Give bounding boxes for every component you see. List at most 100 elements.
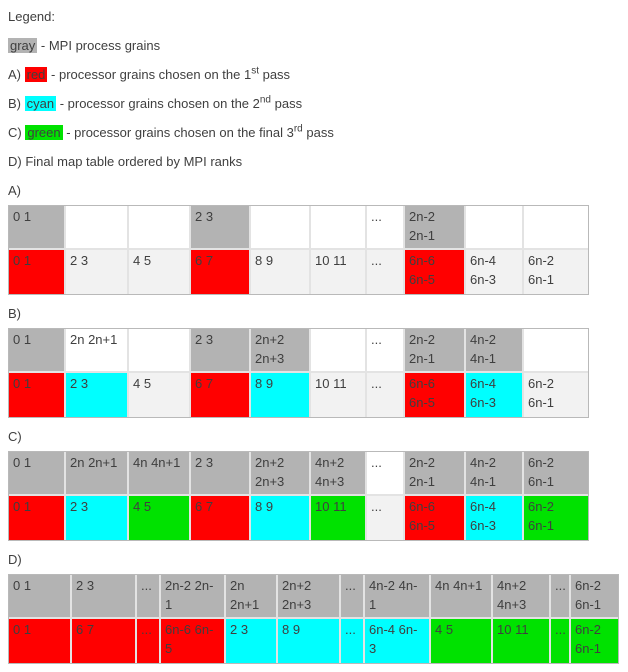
processor-grain-cell: 10 11	[493, 619, 551, 663]
legend-item-green: C) green - processor grains chosen on th…	[8, 124, 620, 141]
green-swatch: green	[25, 125, 63, 140]
legend-text: Final map table ordered by MPI ranks	[25, 154, 243, 169]
table-label-b: B)	[8, 306, 21, 321]
map-table-c: 0 1 2n 2n+1 4n 4n+1 2 3 2n+2 2n+3 4n+2 4n+3..…	[8, 451, 589, 541]
processor-grain-cell: 4 5	[129, 496, 191, 540]
table-label-d: D)	[8, 552, 22, 567]
mpi-process-grain-cell: ...	[367, 329, 405, 373]
mpi-process-grain-cell: 4n 4n+1	[431, 575, 493, 619]
mpi-process-grain-cell: 0 1	[9, 575, 72, 619]
processor-grain-cell: 2 3	[66, 250, 129, 294]
mpi-process-grain-cell: ...	[367, 452, 405, 496]
mpi-process-grain-cell	[466, 206, 524, 250]
red-swatch: red	[24, 67, 48, 82]
mpi-process-grain-cell: 4n+2 4n+3	[311, 452, 367, 496]
mpi-process-grain-cell	[311, 329, 367, 373]
ordinal-suffix: rd	[293, 123, 303, 135]
mpi-process-grain-row: 0 1 2 3... 2n-2 2n-1	[9, 206, 588, 250]
processor-grain-cell: 0 1	[9, 619, 72, 663]
mpi-process-grain-cell	[129, 206, 191, 250]
mpi-process-grain-cell: 2n 2n+1	[226, 575, 278, 619]
legend-title: Legend:	[8, 9, 55, 24]
processor-grain-cell: 6n-6 6n- 5	[161, 619, 226, 663]
mpi-process-grain-cell	[129, 329, 191, 373]
mpi-process-grain-row: 0 1 2n 2n+1 4n 4n+1 2 3 2n+2 2n+3 4n+2 4n+3..…	[9, 452, 588, 496]
legend-tail: pass	[258, 67, 291, 82]
legend-text: - processor grains chosen on the 1	[47, 67, 252, 82]
mpi-process-grain-cell: 2n 2n+1	[66, 452, 129, 496]
processor-grain-cell: 8 9	[251, 496, 311, 540]
mpi-process-grain-cell: 0 1	[9, 329, 66, 373]
processor-grain-cell: 0 1	[9, 373, 66, 417]
processor-grain-cell: 6n-4 6n-3	[466, 250, 524, 294]
mpi-process-grain-cell	[311, 206, 367, 250]
processor-grain-cell: 6n-2 6n-1	[571, 619, 618, 663]
map-table-b: 0 1 2n 2n+1 2 3 2n+2 2n+3... 2n-2 2n-1 4n-2 4…	[8, 328, 589, 418]
processor-grain-cell: 6 7	[191, 373, 251, 417]
mpi-process-grain-cell: 4n-2 4n-1	[466, 452, 524, 496]
legend-prefix: A)	[8, 67, 25, 82]
gray-swatch: gray	[8, 38, 38, 53]
legend-tail: pass	[302, 125, 334, 140]
processor-grain-cell: 4 5	[431, 619, 493, 663]
ordinal-suffix: nd	[259, 94, 271, 106]
legend-text: - MPI process grains	[37, 38, 161, 53]
mpi-process-grain-cell: 2n+2 2n+3	[251, 452, 311, 496]
processor-grain-cell: 6n-6 6n-5	[405, 496, 466, 540]
mpi-process-grain-cell: 4n+2 4n+3	[493, 575, 551, 619]
mpi-process-grain-row: 0 1 2n 2n+1 2 3 2n+2 2n+3... 2n-2 2n-1 4n-2 4…	[9, 329, 588, 373]
processor-grain-cell: ...	[367, 250, 405, 294]
mpi-process-grain-cell: 2n-2 2n- 1	[161, 575, 226, 619]
mpi-process-grain-cell: ...	[341, 575, 365, 619]
mpi-process-grain-cell: 4n-2 4n- 1	[365, 575, 431, 619]
processor-grain-cell: 6 7	[191, 250, 251, 294]
processor-grain-cell: 6 7	[191, 496, 251, 540]
mpi-process-grain-cell: 4n 4n+1	[129, 452, 191, 496]
processor-grain-cell: 6n-2 6n-1	[524, 496, 588, 540]
processor-grain-cell: 2 3	[66, 496, 129, 540]
mpi-process-grain-cell: 2 3	[191, 329, 251, 373]
table-label-a: A)	[8, 183, 21, 198]
processor-grain-cell: 6n-2 6n-1	[524, 373, 588, 417]
legend-prefix: D)	[8, 154, 26, 169]
processor-grain-cell: 2 3	[66, 373, 129, 417]
processor-grain-cell: ...	[137, 619, 161, 663]
processor-grain-cell: 6n-6 6n-5	[405, 373, 466, 417]
mpi-process-grain-cell: 0 1	[9, 206, 66, 250]
mpi-process-grain-cell: 2 3	[191, 452, 251, 496]
processor-grain-cell: 0 1	[9, 496, 66, 540]
mpi-process-grain-cell	[524, 329, 588, 373]
processor-grain-cell: 4 5	[129, 250, 191, 294]
processor-grain-cell: 8 9	[251, 373, 311, 417]
ordinal-suffix: st	[251, 65, 259, 77]
mpi-process-grain-cell: 2n-2 2n-1	[405, 452, 466, 496]
processor-grain-cell: ...	[367, 373, 405, 417]
cyan-swatch: cyan	[24, 96, 57, 111]
mpi-process-grain-cell: ...	[137, 575, 161, 619]
mpi-process-grain-cell	[251, 206, 311, 250]
mpi-process-grain-cell: 6n-2 6n-1	[571, 575, 618, 619]
processor-grain-cell: 6n-4 6n-3	[466, 373, 524, 417]
processor-grain-cell: ...	[551, 619, 571, 663]
table-label-c: C)	[8, 429, 22, 444]
legend-item-final-map: D) Final map table ordered by MPI ranks	[8, 153, 620, 170]
legend-prefix: C)	[8, 125, 26, 140]
mpi-process-grain-cell: 6n-2 6n-1	[524, 452, 588, 496]
mpi-process-grain-cell	[524, 206, 588, 250]
legend-item-cyan: B) cyan - processor grains chosen on the…	[8, 95, 620, 112]
legend-prefix: B)	[8, 96, 25, 111]
legend-item-red: A) red - processor grains chosen on the …	[8, 66, 620, 83]
mpi-process-grain-cell: 2n+2 2n+3	[278, 575, 341, 619]
processor-grain-cell: 6n-4 6n-3	[466, 496, 524, 540]
legend-item-gray: gray - MPI process grains	[8, 37, 620, 54]
processor-grain-cell: 6n-6 6n-5	[405, 250, 466, 294]
processor-grain-cell: 4 5	[129, 373, 191, 417]
processor-grain-cell: ...	[367, 496, 405, 540]
